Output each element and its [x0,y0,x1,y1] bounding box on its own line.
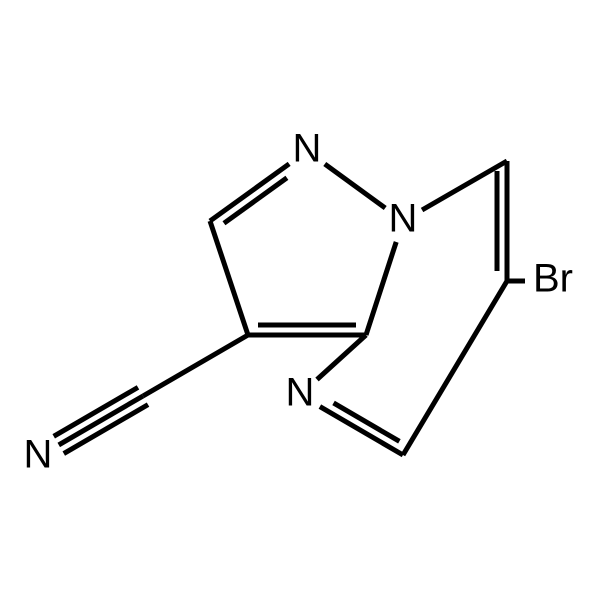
atom-label-Ncn: N [24,433,53,477]
atom-label-N8: N [389,197,418,241]
atom-label-N1: N [293,127,322,171]
molecule-diagram: N N N N Br [0,0,600,600]
atom-label-Br: Br [533,257,573,301]
atom-label-N4: N [286,371,315,415]
